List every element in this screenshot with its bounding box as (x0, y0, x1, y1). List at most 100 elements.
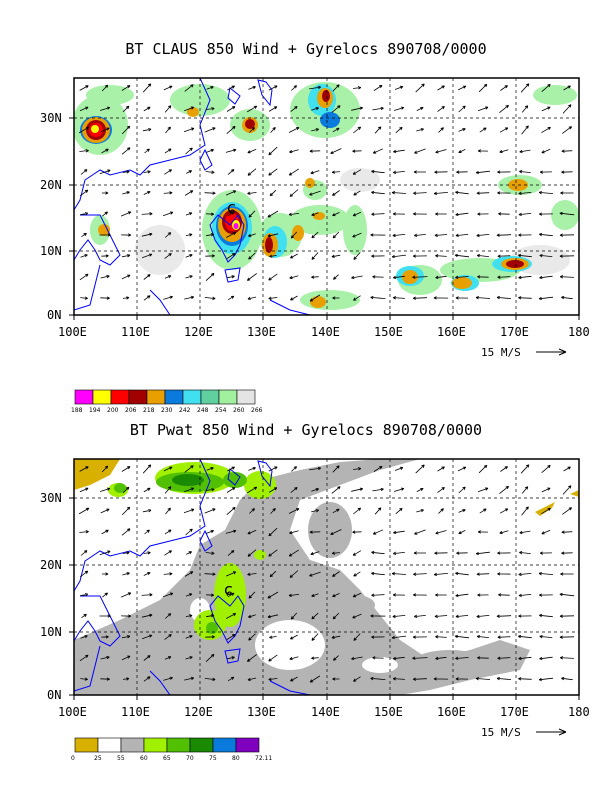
wind-arrow (374, 507, 382, 515)
wind-arrow (121, 233, 132, 237)
bottom-coastline (74, 459, 311, 695)
wind-arrow (477, 530, 488, 534)
wind-arrow (391, 635, 407, 640)
wind-arrow (561, 295, 573, 300)
wind-arrow (268, 466, 278, 472)
wind-arrow (455, 571, 469, 576)
colorbar-swatch (74, 737, 99, 753)
lat-label: 30N (40, 491, 62, 505)
colorbar-label: 230 (161, 407, 173, 414)
wind-arrow (541, 83, 551, 93)
wind-arrow (413, 551, 426, 555)
wind-arrow (206, 148, 214, 153)
wind-arrow (141, 232, 153, 237)
wind-arrow (248, 86, 256, 90)
wind-arrow (499, 104, 509, 114)
colorbar-label: 25 (94, 755, 102, 762)
wind-arrow (371, 254, 385, 258)
wind-arrow (352, 169, 362, 175)
lon-label: 120E (184, 705, 213, 719)
wind-arrow (353, 86, 362, 90)
wind-arrow (520, 464, 530, 474)
wind-arrow (498, 593, 510, 597)
wind-arrow (455, 212, 469, 217)
wind-arrow (518, 275, 532, 280)
wind-arrow (518, 572, 532, 576)
wind-arrow (561, 149, 573, 153)
wind-arrow (498, 212, 510, 216)
wind-arrow (500, 466, 508, 472)
wind-arrow (205, 272, 215, 281)
wind-arrow (332, 465, 340, 473)
wind-arrow (204, 508, 216, 514)
wind-arrow (226, 487, 236, 493)
wind-arrow (352, 149, 362, 153)
wind-arrow (497, 191, 511, 195)
wind-arrow (475, 677, 491, 681)
wind-arrow (435, 656, 447, 660)
wind-arrow (562, 485, 572, 495)
wind-arrow (476, 233, 490, 238)
wind-arrow (185, 614, 193, 618)
colorbar-label: 206 (125, 407, 137, 414)
wind-arrow (331, 254, 341, 258)
wind-arrow (79, 570, 89, 578)
wind-arrow (435, 149, 447, 154)
wind-arrow (80, 635, 88, 639)
wind-arrow (437, 466, 445, 472)
wind-arrow (205, 254, 215, 258)
wind-arrow (371, 212, 385, 216)
wind-arrow (519, 551, 531, 555)
wind-arrow (496, 295, 512, 300)
wind-arrow (311, 252, 319, 260)
wind-arrow (563, 466, 571, 472)
wind-arrow (412, 635, 427, 639)
wind-arrow (539, 656, 553, 661)
wind-arrow (455, 190, 469, 195)
lon-label: 130E (247, 705, 276, 719)
wind-arrow (392, 677, 405, 681)
wind-arrow (309, 294, 321, 302)
wind-arrow (332, 296, 340, 300)
wind-arrow (434, 614, 448, 618)
wind-arrow (541, 529, 551, 535)
wind-arrow (393, 530, 405, 535)
colorbar-label: 188 (71, 407, 83, 414)
wind-arrow (415, 464, 425, 474)
wind-arrow (186, 170, 193, 174)
colorbar-swatch (92, 389, 112, 405)
wind-arrow (393, 487, 405, 492)
wind-arrow (372, 106, 384, 111)
colorbar-label: 266 (251, 407, 263, 414)
wind-arrow (311, 231, 319, 239)
wind-arrow (563, 85, 571, 91)
wind-arrow (79, 466, 89, 472)
wind-arrow (163, 191, 173, 195)
colorbar-label: 65 (163, 755, 171, 762)
wind-arrow (164, 169, 172, 175)
wind-arrow (309, 571, 321, 577)
wind-arrow (475, 296, 491, 300)
wind-arrow (412, 677, 427, 681)
colorbar-swatch (146, 389, 166, 405)
wind-arrow (518, 656, 532, 661)
bottom-reference-vector: 15 M/S (481, 726, 567, 739)
wind-arrow (122, 551, 130, 555)
wind-arrow (79, 530, 89, 534)
wind-arrow (413, 170, 426, 174)
wind-arrow (311, 488, 319, 492)
wind-arrow (268, 273, 278, 281)
wind-arrow (519, 530, 531, 535)
top-axis-ticks (69, 117, 580, 320)
colorbar-label: 60 (140, 755, 148, 762)
colorbar-swatch (200, 389, 220, 405)
wind-arrow (414, 148, 426, 154)
wind-arrow (559, 275, 574, 279)
wind-arrow (477, 149, 488, 153)
wind-arrow (206, 233, 215, 237)
wind-arrow (352, 232, 362, 238)
wind-arrow (101, 84, 109, 92)
colorbar-swatch (120, 737, 145, 753)
wind-arrow (246, 486, 258, 494)
wind-arrow (560, 572, 574, 576)
